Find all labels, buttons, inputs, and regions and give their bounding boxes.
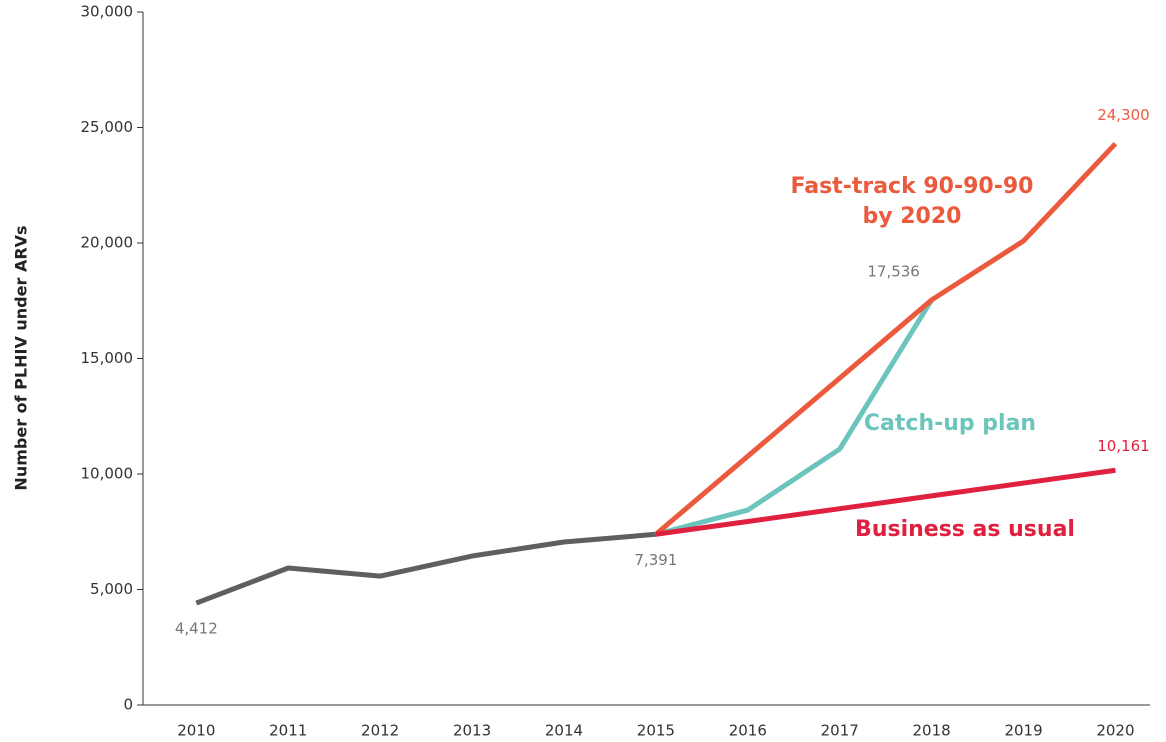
- value-label: 4,412: [175, 620, 218, 638]
- y-tick-label: 20,000: [81, 234, 134, 252]
- value-label: 7,391: [634, 551, 677, 569]
- x-tick-label: 2016: [729, 722, 767, 740]
- series-label: Business as usual: [855, 517, 1075, 542]
- y-tick-label: 30,000: [81, 3, 134, 21]
- x-tick-label: 2013: [453, 722, 491, 740]
- y-tick-label: 10,000: [81, 465, 134, 483]
- x-tick-label: 2010: [177, 722, 215, 740]
- y-tick-label: 0: [123, 696, 133, 714]
- y-tick-label: 15,000: [81, 349, 134, 367]
- series-line: [195, 531, 657, 606]
- y-tick-label: 25,000: [81, 118, 134, 136]
- y-tick-label: 5,000: [90, 580, 133, 598]
- series-label: Fast-track 90-90-90 by 2020: [790, 174, 1034, 229]
- x-tick-label: 2019: [1004, 722, 1042, 740]
- x-tick-label: 2012: [361, 722, 399, 740]
- series-line: [655, 298, 934, 537]
- x-tick-label: 2015: [637, 722, 675, 740]
- x-tick-label: 2018: [913, 722, 951, 740]
- x-tick-label: 2020: [1096, 722, 1134, 740]
- x-tick-label: 2014: [545, 722, 583, 740]
- value-label: 24,300: [1097, 106, 1150, 124]
- series-line: [654, 141, 1118, 537]
- y-axis-label: Number of PLHIV under ARVs: [12, 225, 31, 490]
- series-label: Catch-up plan: [863, 411, 1037, 436]
- value-label: 10,161: [1097, 437, 1150, 455]
- series-line: [655, 467, 1116, 537]
- value-label: 17,536: [867, 262, 920, 280]
- x-tick-label: 2011: [269, 722, 307, 740]
- x-tick-label: 2017: [821, 722, 859, 740]
